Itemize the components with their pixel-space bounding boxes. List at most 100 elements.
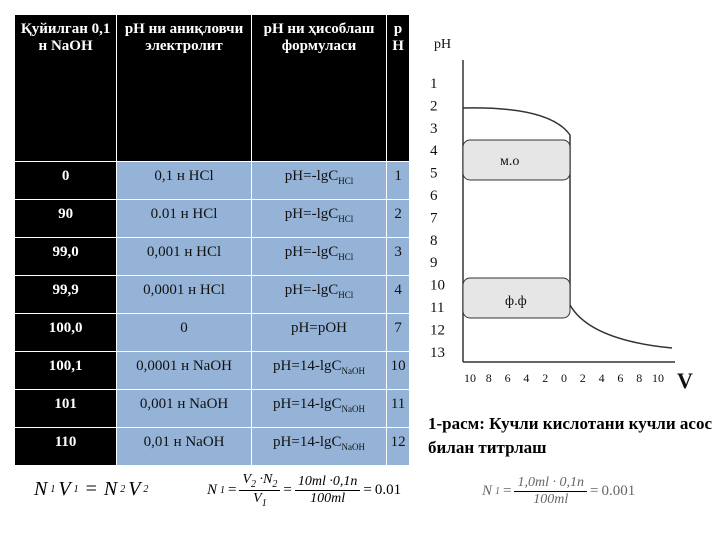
formula-cell: pH=14-lgCNaOH	[250, 427, 388, 466]
table-cell: 1	[386, 161, 410, 200]
header-cell: pH ни ҳисоблаш формуласи	[250, 14, 388, 162]
y-tick-label: 4	[430, 143, 438, 159]
x-tick-label: 6	[617, 371, 623, 385]
x-axis-label: V	[677, 368, 693, 393]
table-cell: 2	[386, 199, 410, 238]
numerator: 10ml ·0,1n	[294, 474, 361, 491]
y-tick-label: 8	[430, 233, 438, 249]
table-cell: 0,1 н HCl	[116, 161, 252, 200]
formula-cell: pH=-lgCHCl	[250, 237, 388, 276]
formula-subscript: NaOH	[341, 366, 366, 376]
denominator: 100ml	[310, 490, 346, 506]
symbol: V	[253, 490, 262, 506]
subscript: 2	[251, 478, 257, 490]
x-tick-label: 8	[486, 371, 492, 385]
subscript: 1	[495, 486, 501, 497]
table-cell: 99,0	[13, 237, 118, 276]
y-tick-label: 11	[430, 300, 444, 316]
table-cell: 7	[386, 313, 410, 352]
zone-label: м.о	[500, 154, 519, 169]
y-tick-label: 5	[430, 166, 438, 182]
table-cell: 0,0001 н HCl	[116, 275, 252, 314]
titration-curve	[462, 107, 673, 349]
formula-subscript: HCl	[338, 290, 354, 300]
y-tick-label: 6	[430, 188, 438, 204]
figure-caption: 1-расм: Кучли кислотани кучли асос билан…	[428, 414, 712, 457]
x-tick-label: 2	[580, 371, 586, 385]
fraction: 1,0ml · 0,1n 100ml	[514, 475, 587, 508]
y-tick-label: 9	[430, 255, 438, 271]
y-tick-label: 3	[430, 121, 438, 137]
x-tick-label: 10	[652, 371, 664, 385]
zone-label: ф.ф	[505, 294, 527, 309]
formula: pH=14-lgC	[273, 396, 342, 412]
subscript: 2	[272, 478, 278, 490]
formula-cell: pH=-lgCHCl	[250, 199, 388, 238]
formula: pH=pOH	[291, 320, 348, 336]
y-tick-label: 7	[430, 210, 438, 226]
header-row: Қуйилган 0,1 н NaOH pH ни аниқловчи элект…	[13, 14, 410, 162]
table-row: 100,0 0 pH=pOH 7	[13, 313, 410, 352]
table-cell: 90	[13, 199, 118, 238]
table-row: 99,9 0,0001 н HCl pH=-lgCHCl 4	[13, 275, 410, 314]
formula-cell: pH=pOH	[250, 313, 388, 352]
formula: pH=-lgC	[284, 206, 339, 222]
y-axis-label: pH	[434, 37, 451, 52]
symbol: V	[242, 472, 252, 487]
denominator: 100ml	[533, 492, 569, 507]
equals: =	[503, 483, 512, 499]
header-cell: pH ни аниқловчи электролит	[116, 14, 252, 162]
fraction: 10ml ·0,1n 100ml	[294, 474, 361, 507]
equals: =	[363, 481, 372, 498]
symbol: N	[34, 478, 48, 500]
equals: =	[85, 478, 97, 500]
subscript: 2	[120, 484, 126, 495]
table-row: 101 0,001 н NaOH pH=14-lgCNaOH 11	[13, 389, 410, 428]
formula: pH=14-lgC	[273, 434, 342, 450]
y-tick-label: 2	[430, 98, 438, 114]
formula-subscript: NaOH	[341, 404, 366, 414]
y-tick-label: 12	[430, 322, 445, 338]
formula-subscript: HCl	[338, 252, 354, 262]
formula-cell: pH=14-lgCNaOH	[250, 389, 388, 428]
symbol: N	[482, 483, 493, 499]
x-tick-label: 6	[505, 371, 511, 385]
x-tick-label: 4	[599, 371, 605, 385]
formula: pH=14-lgC	[273, 358, 342, 374]
x-tick-label: 2	[542, 371, 548, 385]
table-cell: 3	[386, 237, 410, 276]
table-cell: 11	[386, 389, 410, 428]
subscript: 1	[73, 484, 79, 495]
formula: pH=-lgC	[284, 244, 339, 260]
table-cell: 100,1	[13, 351, 118, 390]
table-cell: 0	[13, 161, 118, 200]
table-cell: 101	[13, 389, 118, 428]
equals: =	[283, 481, 292, 498]
table-cell: 99,9	[13, 275, 118, 314]
numerator: 1,0ml · 0,1n	[514, 475, 587, 492]
header-cell: Қуйилган 0,1 н NaOH	[13, 14, 118, 162]
y-tick-label: 13	[430, 345, 445, 361]
x-tick-label: 4	[523, 371, 529, 385]
formula: pH=-lgC	[284, 282, 339, 298]
symbol: N	[207, 481, 218, 498]
table-row: 99,0 0,001 н HCl pH=-lgCHCl 3	[13, 237, 410, 276]
y-tick-label: 10	[430, 278, 445, 294]
result: 0.01	[374, 481, 402, 498]
table-cell: 100,0	[13, 313, 118, 352]
subscript: 1	[220, 484, 226, 496]
table-cell: 0,001 н NaOH	[116, 389, 252, 428]
x-tick-label: 8	[636, 371, 642, 385]
fraction: V2 ·N2 V1	[239, 472, 281, 509]
header-cell: pH	[386, 14, 410, 162]
subscript: 2	[143, 484, 149, 495]
equals: =	[589, 483, 599, 499]
table-cell: 12	[386, 427, 410, 466]
equals: =	[228, 481, 237, 498]
table-cell: 4	[386, 275, 410, 314]
x-tick-label: 10	[464, 371, 476, 385]
